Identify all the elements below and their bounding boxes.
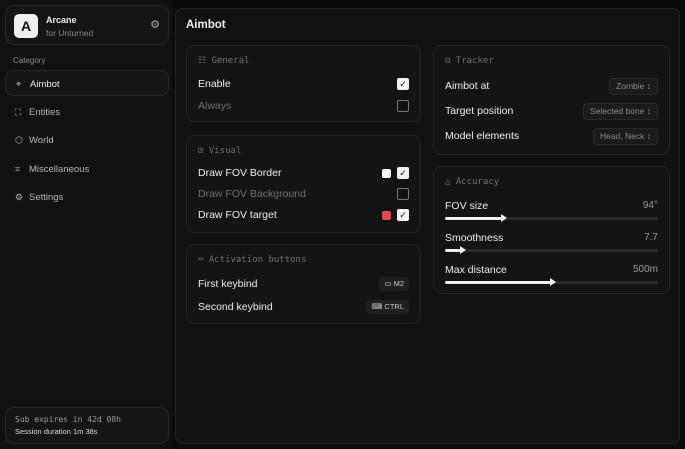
visual-header: ⊡ Visual <box>198 146 242 156</box>
keyboard-icon: ⌨ <box>198 255 209 265</box>
slider-thumb <box>549 278 556 286</box>
list-icon: ☷ <box>198 56 212 66</box>
border-color-swatch[interactable] <box>382 169 391 178</box>
second-keybind-button[interactable]: ⌨ CTRL <box>366 300 409 314</box>
sidebar-item-aimbot[interactable]: ⌖ Aimbot <box>5 70 169 96</box>
general-card: ☷ General Enable ✓ Always <box>186 45 421 122</box>
crosshair-icon: ⌖ <box>16 79 22 89</box>
fov-border-checkbox[interactable]: ✓ <box>397 167 409 179</box>
fov-target-row[interactable]: Draw FOV target ✓ <box>198 207 409 223</box>
first-keybind-button[interactable]: ▭ M2 <box>379 277 409 291</box>
grid-icon: ⌗ <box>15 164 21 174</box>
sidebar-item-label: Settings <box>29 192 64 203</box>
target-position-row: Target position Selected bone ↕ <box>445 103 658 120</box>
fov-size-row: FOV size 94° <box>445 200 658 212</box>
fov-background-checkbox[interactable] <box>397 188 409 200</box>
fov-target-checkbox[interactable]: ✓ <box>397 209 409 221</box>
aimbot-at-select[interactable]: Zombie ↕ <box>609 78 658 95</box>
sidebar-item-label: World <box>29 135 54 146</box>
logo: A <box>14 14 38 38</box>
triangle-icon: △ <box>445 177 456 187</box>
target-color-swatch[interactable] <box>382 211 391 220</box>
tracker-icon: ⊟ <box>445 56 456 66</box>
session-duration: Session duration 1m 38s <box>15 427 98 436</box>
first-keybind-row: First keybind ▭ M2 <box>198 276 409 292</box>
sidebar-item-miscellaneous[interactable]: ⌗ Miscellaneous <box>5 156 169 182</box>
aimbot-at-row: Aimbot at Zombie ↕ <box>445 78 658 95</box>
app-name: Arcane <box>46 15 77 25</box>
category-label: Category <box>13 56 46 65</box>
fov-size-slider[interactable] <box>445 214 658 222</box>
slider-thumb <box>460 246 467 254</box>
second-keybind-row: Second keybind ⌨ CTRL <box>198 299 409 315</box>
activation-header: ⌨ Activation buttons <box>198 255 307 265</box>
activation-card: ⌨ Activation buttons First keybind ▭ M2 S… <box>186 244 421 324</box>
accuracy-header: △ Accuracy <box>445 177 500 187</box>
sidebar-item-world[interactable]: ⬡ World <box>5 127 169 153</box>
slider-thumb <box>500 214 507 222</box>
sidebar-item-settings[interactable]: ⚙ Settings <box>5 184 169 210</box>
visual-card: ⊡ Visual Draw FOV Border ✓ Draw FOV Backg… <box>186 135 421 233</box>
cube-icon: ⬡ <box>15 135 23 145</box>
general-header: ☷ General <box>198 56 250 66</box>
always-row[interactable]: Always <box>198 98 409 114</box>
target-position-select[interactable]: Selected bone ↕ <box>583 103 658 120</box>
accuracy-card: △ Accuracy FOV size 94° Smoothness 7.7 Max… <box>433 166 670 294</box>
chevrons-icon: ↕ <box>646 81 651 91</box>
subscription-card: Sub expires in 42d 08h Session duration … <box>5 407 169 444</box>
tracker-header: ⊟ Tracker <box>445 56 494 66</box>
tracker-card: ⊟ Tracker Aimbot at Zombie ↕ Target posit… <box>433 45 670 155</box>
sidebar-item-label: Entities <box>29 107 61 118</box>
fov-background-row[interactable]: Draw FOV Background <box>198 186 409 202</box>
max-distance-value: 500m <box>632 264 658 275</box>
fov-border-row[interactable]: Draw FOV Border ✓ <box>198 165 409 181</box>
page-title: Aimbot <box>186 19 226 31</box>
sidebar-item-label: Aimbot <box>30 79 60 90</box>
chevrons-icon: ↕ <box>646 131 651 141</box>
mouse-icon: ▭ <box>384 279 394 288</box>
scan-icon: ⛶ <box>15 107 22 117</box>
smoothness-slider[interactable] <box>445 246 658 254</box>
chevrons-icon: ↕ <box>646 106 651 116</box>
enable-row[interactable]: Enable ✓ <box>198 76 409 92</box>
brand-card: A Arcane for Unturned ⚙ <box>5 5 169 45</box>
enable-checkbox[interactable]: ✓ <box>397 78 409 90</box>
sidebar-item-entities[interactable]: ⛶ Entities <box>5 99 169 125</box>
smoothness-row: Smoothness 7.7 <box>445 232 658 244</box>
app-subtitle: for Unturned <box>46 28 94 38</box>
smoothness-value: 7.7 <box>644 232 658 243</box>
max-distance-row: Max distance 500m <box>445 264 658 276</box>
sidebar-item-label: Miscellaneous <box>29 164 90 175</box>
always-checkbox[interactable] <box>397 100 409 112</box>
sub-expiry: Sub expires in 42d 08h <box>15 415 121 424</box>
fov-size-value: 94° <box>642 200 658 211</box>
max-distance-slider[interactable] <box>445 278 658 286</box>
eye-icon: ⊡ <box>198 146 209 156</box>
settings-gear-icon[interactable]: ⚙ <box>150 19 160 31</box>
model-elements-row: Model elements Head, Neck ↕ <box>445 128 658 145</box>
keyboard-icon: ⌨ <box>371 302 385 311</box>
gear-icon: ⚙ <box>15 192 24 202</box>
model-elements-select[interactable]: Head, Neck ↕ <box>592 128 658 145</box>
sidebar: A Arcane for Unturned ⚙ Category ⌖ Aimbot… <box>0 0 172 449</box>
